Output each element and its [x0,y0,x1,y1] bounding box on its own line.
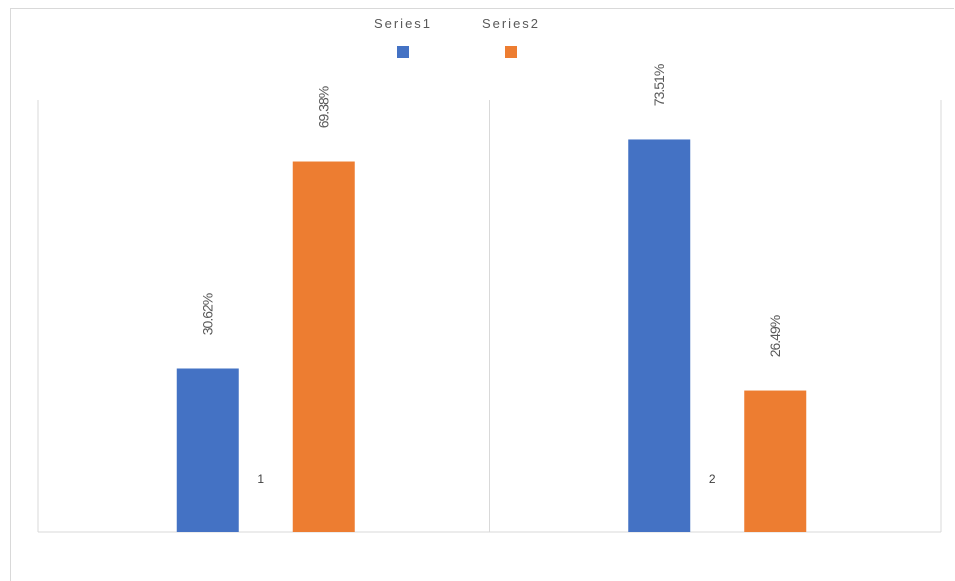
data-label-series1-cat2: 73.51% [651,64,667,106]
bar-series1-cat2 [628,139,691,533]
category-label-1: 1 [257,472,264,486]
bar-series2-cat2 [744,390,807,532]
bar-series1-cat1 [176,368,239,532]
data-label-series1-cat1: 30.62% [200,293,216,335]
legend-label-1: Series1 [374,16,432,31]
category-label-2: 2 [709,472,716,486]
bar-series2-cat1 [292,161,355,533]
data-label-series2-cat2: 26.49% [767,315,783,357]
legend-swatch-2 [505,46,517,58]
data-label-series2-cat1: 69.38% [316,86,332,128]
legend-swatch-1 [397,46,409,58]
legend-label-2: Series2 [482,16,540,31]
